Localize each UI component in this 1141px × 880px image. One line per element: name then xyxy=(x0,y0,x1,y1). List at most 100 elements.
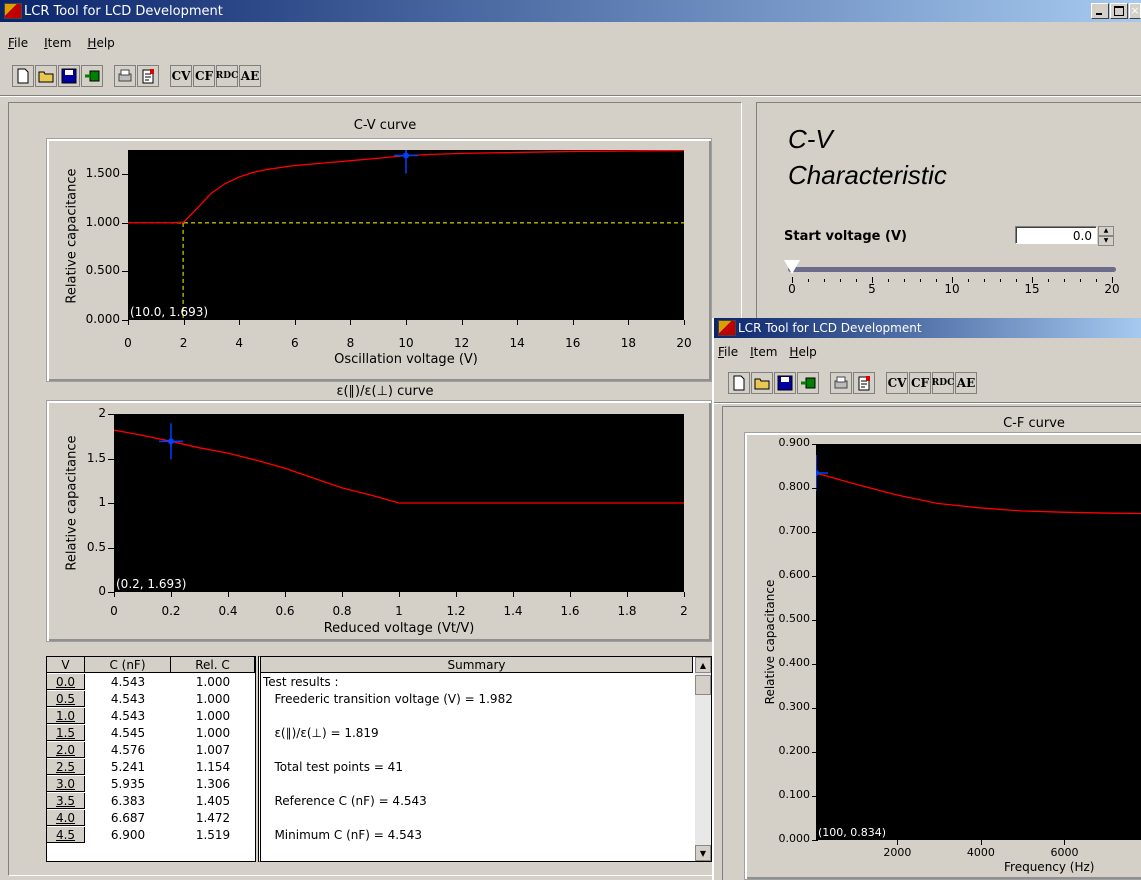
open-icon[interactable] xyxy=(751,372,773,394)
app-icon xyxy=(4,3,22,19)
second-window-title: LCR Tool for LCD Development xyxy=(738,321,922,335)
x-tick-label: 10 xyxy=(398,336,414,350)
x-tick-mark xyxy=(114,592,115,597)
second-menu-file[interactable]: File xyxy=(718,345,739,359)
cf-plot-area: (100, 0.834) xyxy=(804,444,1141,840)
rdc-icon[interactable]: RDC xyxy=(932,372,954,394)
cf-x-label: Frequency (Hz) xyxy=(1004,860,1095,874)
y-tick-mark xyxy=(812,576,818,577)
second-window: LCR Tool for LCD Development File Item H… xyxy=(712,318,1141,880)
second-separator xyxy=(714,402,1141,404)
save-icon[interactable] xyxy=(774,372,796,394)
export-icon[interactable] xyxy=(797,372,819,394)
scroll-up-button[interactable]: ▲ xyxy=(695,657,711,673)
x-tick-label: 6 xyxy=(290,336,299,350)
second-toolbar: CV CF RDC AE xyxy=(728,368,978,398)
slider-tick-mark xyxy=(1016,279,1017,282)
x-tick-mark xyxy=(684,320,685,325)
cv-icon[interactable]: CV xyxy=(170,65,192,87)
properties-icon[interactable] xyxy=(853,372,875,394)
slider-tick-mark xyxy=(1064,279,1065,282)
x-tick-label: 0.2 xyxy=(161,604,181,618)
open-icon[interactable] xyxy=(35,65,57,87)
side-heading-line1: C-V xyxy=(788,124,833,154)
second-menu-item[interactable]: Item xyxy=(750,345,778,359)
x-tick-mark xyxy=(684,592,685,597)
scroll-down-button[interactable]: ▼ xyxy=(695,845,711,861)
minimize-button[interactable] xyxy=(1091,3,1109,19)
series-line-0 xyxy=(128,149,685,224)
x-tick-label: 2 xyxy=(179,336,188,350)
maximize-button[interactable] xyxy=(1110,3,1128,19)
summary-line: Reference C (nF) = 4.543 xyxy=(263,794,427,808)
table-cell: 1.519 xyxy=(195,828,231,842)
x-tick-mark xyxy=(980,840,982,845)
properties-icon[interactable] xyxy=(137,65,159,87)
menu-help[interactable]: Help xyxy=(87,36,115,50)
cursor-marker[interactable] xyxy=(168,438,174,445)
y-tick-label: 1.500 xyxy=(85,166,120,181)
print-icon[interactable] xyxy=(114,65,136,87)
slider-tick-mark xyxy=(824,279,825,282)
cf-icon[interactable]: CF xyxy=(909,372,931,394)
slider-tick-mark xyxy=(1080,279,1081,282)
x-tick-label: 2000 xyxy=(883,846,912,859)
slider-tick-mark xyxy=(920,279,921,282)
cv-x-label: Oscillation voltage (V) xyxy=(334,352,478,367)
print-icon[interactable] xyxy=(830,372,852,394)
table-row-voltage: 0.5 xyxy=(47,691,85,707)
cv-chart[interactable] xyxy=(128,137,685,320)
title-bar[interactable]: LCR Tool for LCD Development × xyxy=(0,0,1141,22)
close-button[interactable]: × xyxy=(1129,3,1141,19)
slider-thumb[interactable] xyxy=(784,260,800,274)
x-tick-mark xyxy=(570,592,571,597)
spin-down-button[interactable]: ▼ xyxy=(1098,236,1114,246)
y-tick-label: 0.200 xyxy=(778,744,811,757)
cursor-marker[interactable] xyxy=(813,470,819,477)
new-icon[interactable] xyxy=(12,65,34,87)
x-tick-mark xyxy=(897,840,899,845)
eps-x-label: Reduced voltage (Vt/V) xyxy=(323,621,475,636)
slider-tick-mark xyxy=(856,279,857,282)
save-icon[interactable] xyxy=(58,65,80,87)
cf-icon[interactable]: CF xyxy=(193,65,215,87)
start-voltage-spinner[interactable]: ▲ ▼ xyxy=(1098,226,1114,246)
eps-chart[interactable] xyxy=(113,414,684,592)
new-icon[interactable] xyxy=(728,372,750,394)
cv-cursor-readout: (10.0, 1.693) xyxy=(130,305,209,319)
slider-tick-mark xyxy=(792,277,793,283)
cf-chart-title: C-F curve xyxy=(1003,416,1065,431)
summary-panel[interactable]: Summary Test results : Freederic transit… xyxy=(258,656,712,862)
cv-icon[interactable]: CV xyxy=(886,372,908,394)
start-voltage-slider[interactable]: 0 5 10 15 20 xyxy=(784,258,1120,298)
slider-tick-mark xyxy=(1000,279,1001,282)
spin-up-button[interactable]: ▲ xyxy=(1098,226,1114,236)
second-title-bar[interactable]: LCR Tool for LCD Development xyxy=(714,318,1141,338)
series-line-0 xyxy=(815,472,1141,515)
ae-icon[interactable]: AE xyxy=(239,65,261,87)
table-row-voltage: 3.0 xyxy=(47,776,85,792)
menu-file[interactable]: File xyxy=(8,36,29,50)
start-voltage-input[interactable]: 0.0 xyxy=(1015,226,1097,244)
cursor-marker[interactable] xyxy=(403,152,409,159)
summary-scrollbar[interactable]: ▲ ▼ xyxy=(695,657,711,861)
eps-chart-title: ε(∥)/ε(⊥) curve xyxy=(336,384,434,399)
slider-tick-label: 20 xyxy=(1104,282,1120,296)
scroll-thumb[interactable] xyxy=(695,675,711,695)
x-tick-label: 18 xyxy=(620,336,637,350)
ae-icon[interactable]: AE xyxy=(955,372,977,394)
summary-line: Freederic transition voltage (V) = 1.982 xyxy=(263,692,513,706)
export-icon[interactable] xyxy=(81,65,103,87)
table-cell: 1.306 xyxy=(195,777,231,791)
y-tick-mark xyxy=(812,796,818,797)
window-controls: × xyxy=(1091,3,1141,19)
x-tick-label: 6000 xyxy=(1050,846,1079,859)
x-tick-label: 0.4 xyxy=(218,604,238,618)
cf-chart[interactable] xyxy=(804,444,1141,840)
menu-item[interactable]: Item xyxy=(44,36,72,50)
table-cell: 4.576 xyxy=(110,743,146,757)
rdc-icon[interactable]: RDC xyxy=(216,65,238,87)
y-tick-mark xyxy=(108,503,114,504)
second-menu-help[interactable]: Help xyxy=(789,345,817,359)
